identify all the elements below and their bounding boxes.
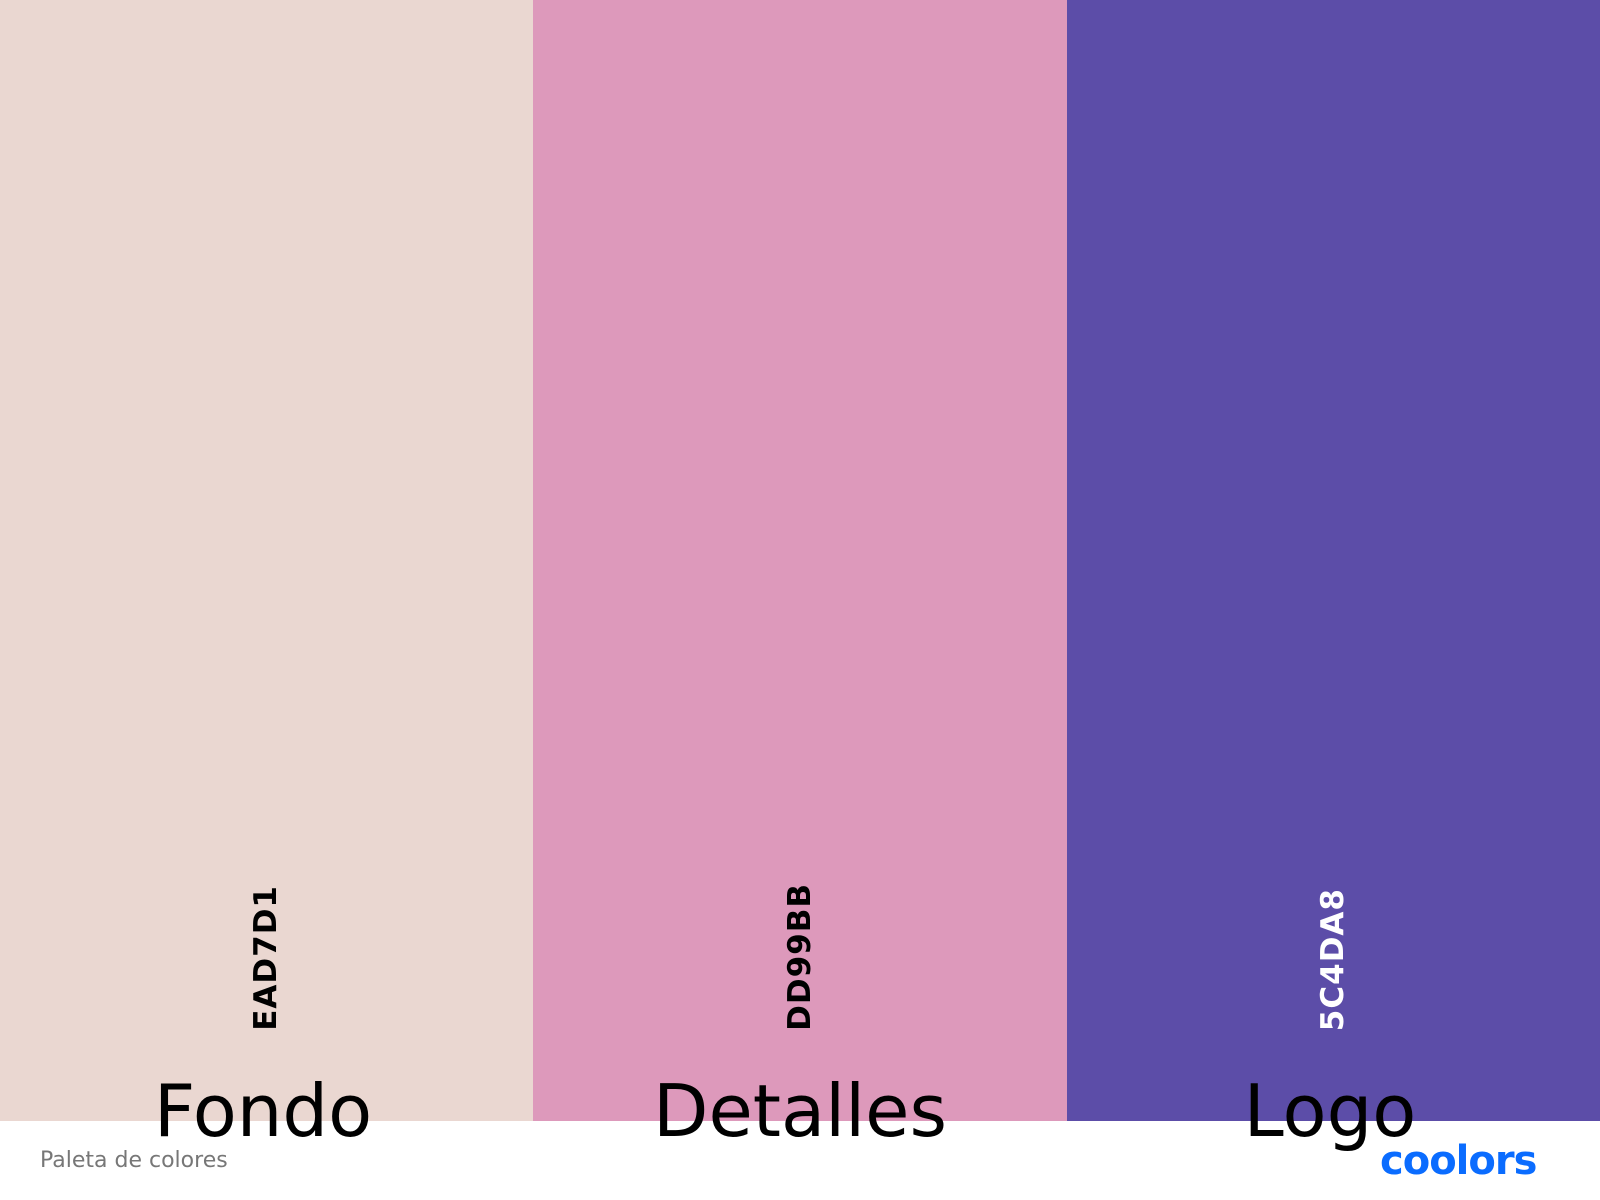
swatch-name-label: Logo bbox=[1243, 1069, 1417, 1153]
swatch-hex-label: DD99BB bbox=[781, 883, 818, 1031]
swatch-fondo: EAD7D1 bbox=[0, 0, 533, 1121]
swatch-logo: 5C4DA8 bbox=[1067, 0, 1600, 1121]
logo-text: coolors bbox=[1380, 1138, 1537, 1184]
swatch-hex-label: 5C4DA8 bbox=[1315, 887, 1351, 1031]
coolors-logo[interactable]: coolors bbox=[1380, 1138, 1537, 1184]
swatch-name-label: Detalles bbox=[653, 1069, 947, 1153]
swatch-detalles: DD99BB bbox=[533, 0, 1067, 1121]
swatch-name-label: Fondo bbox=[153, 1069, 373, 1153]
palette-caption: Paleta de colores bbox=[40, 1148, 228, 1173]
swatch-hex-label: EAD7D1 bbox=[248, 885, 284, 1031]
color-palette: EAD7D1 DD99BB 5C4DA8 bbox=[0, 0, 1600, 1121]
